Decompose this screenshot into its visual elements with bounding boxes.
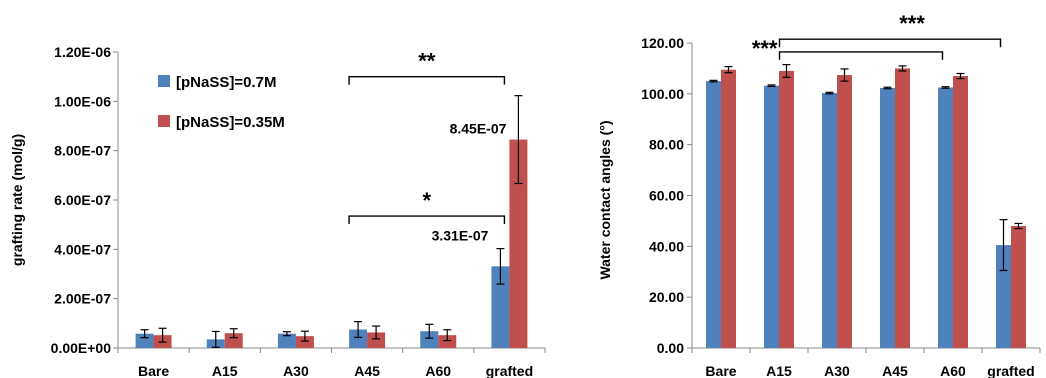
significance-bracket [348, 75, 506, 85]
bar [721, 69, 736, 348]
bar [491, 266, 510, 348]
bar [779, 70, 794, 348]
significance-bracket [778, 38, 1002, 48]
bar [438, 335, 457, 348]
bar [706, 81, 721, 348]
y-tick-label: 4.00E-07 [54, 241, 111, 257]
y-tick-label: 2.00E-07 [54, 291, 111, 307]
bar [420, 331, 439, 348]
y-axis-title: Water contact angles (°) [597, 120, 613, 279]
x-tick-label: Bare [138, 363, 169, 378]
y-tick-label: 1.20E-06 [54, 44, 111, 60]
y-tick-label: 1.00E-06 [54, 93, 111, 109]
bar [295, 336, 314, 348]
significance-bracket [778, 51, 944, 60]
x-tick-label: A45 [354, 363, 380, 378]
significance-label: * [422, 188, 431, 213]
significance-label: *** [899, 11, 925, 36]
bar [367, 332, 386, 348]
bar [349, 329, 368, 348]
y-tick-label: 0.00 [657, 340, 684, 356]
bar [277, 333, 296, 348]
y-tick-label: 20.00 [649, 289, 684, 305]
chart-water-contact-angle: Water contact angles (°) 0.00 20.00 40.00 6… [597, 11, 1041, 378]
bar [764, 85, 779, 348]
x-tick-label: grafted [987, 363, 1034, 378]
legend-label: [pNaSS]=0.35M [176, 114, 285, 131]
significance-label: ** [418, 49, 436, 74]
y-tick-label: 6.00E-07 [54, 192, 111, 208]
bar [837, 75, 852, 349]
value-annotation: 8.45E-07 [450, 121, 507, 137]
bar [224, 333, 243, 348]
x-tick-label: A30 [824, 363, 850, 378]
bar [135, 333, 154, 348]
x-tick-label: A30 [283, 363, 309, 378]
legend-swatch [158, 75, 170, 87]
x-tick-label: A15 [212, 363, 238, 378]
significance-label: *** [752, 36, 778, 61]
bar [1011, 226, 1026, 348]
bar [880, 87, 895, 349]
x-tick-label: A45 [882, 363, 908, 378]
y-tick-label: 40.00 [649, 238, 684, 254]
x-tick-label: A60 [940, 363, 966, 378]
bar [822, 93, 837, 348]
x-tick-label: A60 [425, 363, 451, 378]
y-tick-label: 80.00 [649, 137, 684, 153]
y-tick-label: 8.00E-07 [54, 143, 111, 159]
x-tick-label: Bare [705, 363, 736, 378]
chart-grafting-rate: grafting rate (mol/g) 0.00E+00 2.00E-07 4.… [9, 44, 546, 378]
y-tick-label: 120.00 [641, 35, 684, 51]
x-tick-label: A15 [766, 363, 792, 378]
legend-label: [pNaSS]=0.7M [176, 74, 276, 91]
y-tick-label: 60.00 [649, 188, 684, 204]
bar [895, 68, 910, 349]
y-tick-label: 0.00E+00 [51, 340, 112, 356]
x-tick-label: grafted [486, 363, 533, 378]
value-annotation: 3.31E-07 [432, 228, 489, 244]
y-tick-label: 100.00 [641, 86, 684, 102]
y-axis-title: grafting rate (mol/g) [9, 134, 25, 266]
significance-bracket [348, 215, 506, 225]
bar [509, 139, 528, 348]
legend-swatch [158, 115, 170, 127]
bar [938, 87, 953, 349]
bar [953, 76, 968, 349]
